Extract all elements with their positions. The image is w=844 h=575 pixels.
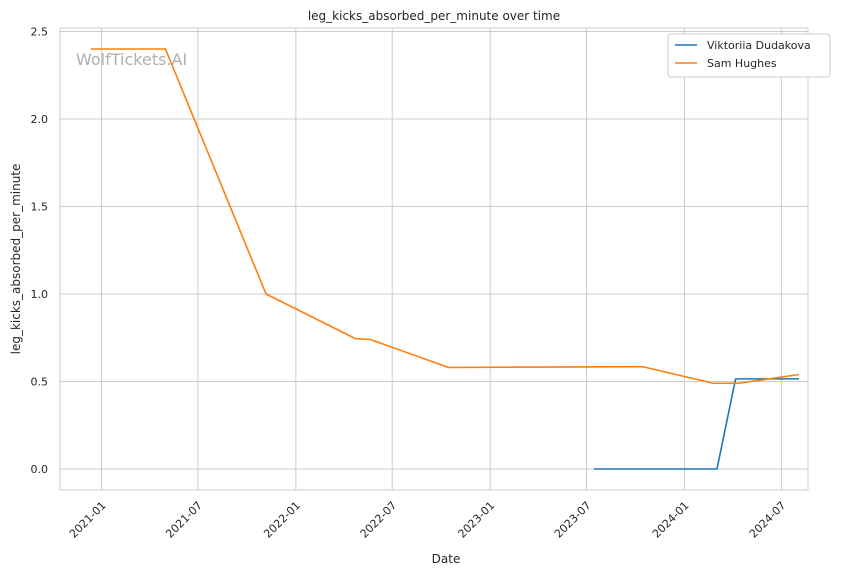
x-tick-label: 2023-07	[552, 499, 594, 541]
watermark-text: WolfTickets.AI	[76, 50, 187, 69]
legend-label-sam-hughes: Sam Hughes	[707, 57, 777, 70]
x-axis-title: Date	[432, 552, 461, 566]
plot-area	[59, 27, 809, 491]
grid-lines	[60, 28, 808, 490]
y-tick-label: 2.5	[31, 26, 49, 39]
x-tick-label: 2022-01	[261, 499, 303, 541]
y-tick-label: 0.5	[31, 376, 49, 389]
x-tick-label: 2021-01	[67, 499, 109, 541]
legend-label-viktoriia-dudakova: Viktoriia Dudakova	[707, 39, 811, 52]
x-tick-labels: 2021-01 2021-07 2022-01 2022-07 2023-01 2023-…	[67, 499, 789, 541]
chart-title: leg_kicks_absorbed_per_minute over time	[308, 9, 560, 23]
legend: Viktoriia Dudakova Sam Hughes	[667, 33, 831, 78]
series-lines	[90, 48, 800, 470]
y-tick-label: 1.0	[31, 288, 49, 301]
x-tick-label: 2024-01	[650, 499, 692, 541]
x-tick-label: 2024-07	[747, 499, 789, 541]
x-tick-label: 2022-07	[358, 499, 400, 541]
series-line-sam-hughes	[90, 48, 800, 385]
y-tick-label: 1.5	[31, 201, 49, 214]
y-axis-title: leg_kicks_absorbed_per_minute	[9, 164, 23, 355]
x-tick-label: 2023-01	[456, 499, 498, 541]
legend-box	[667, 33, 831, 78]
y-tick-label: 2.0	[31, 113, 49, 126]
x-tick-label: 2021-07	[163, 499, 205, 541]
y-tick-label: 0.0	[31, 463, 49, 476]
y-tick-labels: 0.0 0.5 1.0 1.5 2.0 2.5	[31, 26, 49, 477]
